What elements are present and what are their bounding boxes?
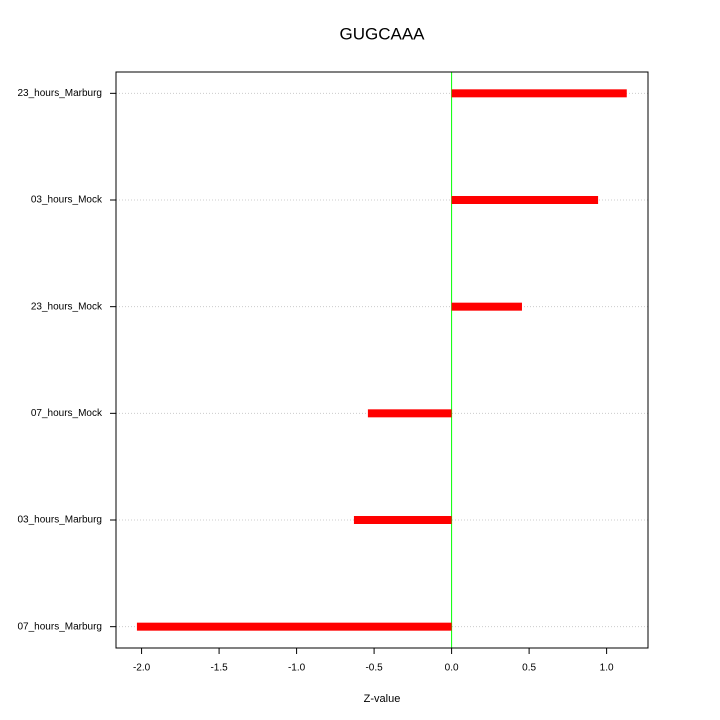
plot-frame: [115, 71, 649, 649]
x-tick-label: -0.5: [365, 663, 383, 674]
x-tick-label: 0.0: [445, 663, 459, 674]
bar: [353, 516, 452, 524]
x-tick-label: -1.5: [210, 663, 228, 674]
bar: [136, 622, 452, 631]
y-tick-label: 23_hours_Marburg: [18, 88, 103, 99]
x-tick-label: 0.5: [522, 663, 536, 674]
x-tick-label: 1.0: [600, 663, 614, 674]
y-tick-label: 07_hours_Mock: [31, 408, 103, 419]
y-tick-label: 07_hours_Marburg: [18, 621, 103, 632]
y-tick-label: 23_hours_Mock: [31, 301, 103, 312]
bar: [451, 302, 522, 311]
bar: [451, 89, 627, 98]
bar: [451, 196, 599, 204]
x-tick-label: -1.0: [288, 663, 306, 674]
y-tick-label: 03_hours_Mock: [31, 195, 103, 206]
x-axis-label: Z-value: [364, 693, 401, 705]
chart-title: GUGCAAA: [339, 24, 425, 43]
x-tick-label: -2.0: [133, 663, 151, 674]
bar: [367, 409, 452, 418]
y-tick-label: 03_hours_Marburg: [18, 515, 103, 526]
